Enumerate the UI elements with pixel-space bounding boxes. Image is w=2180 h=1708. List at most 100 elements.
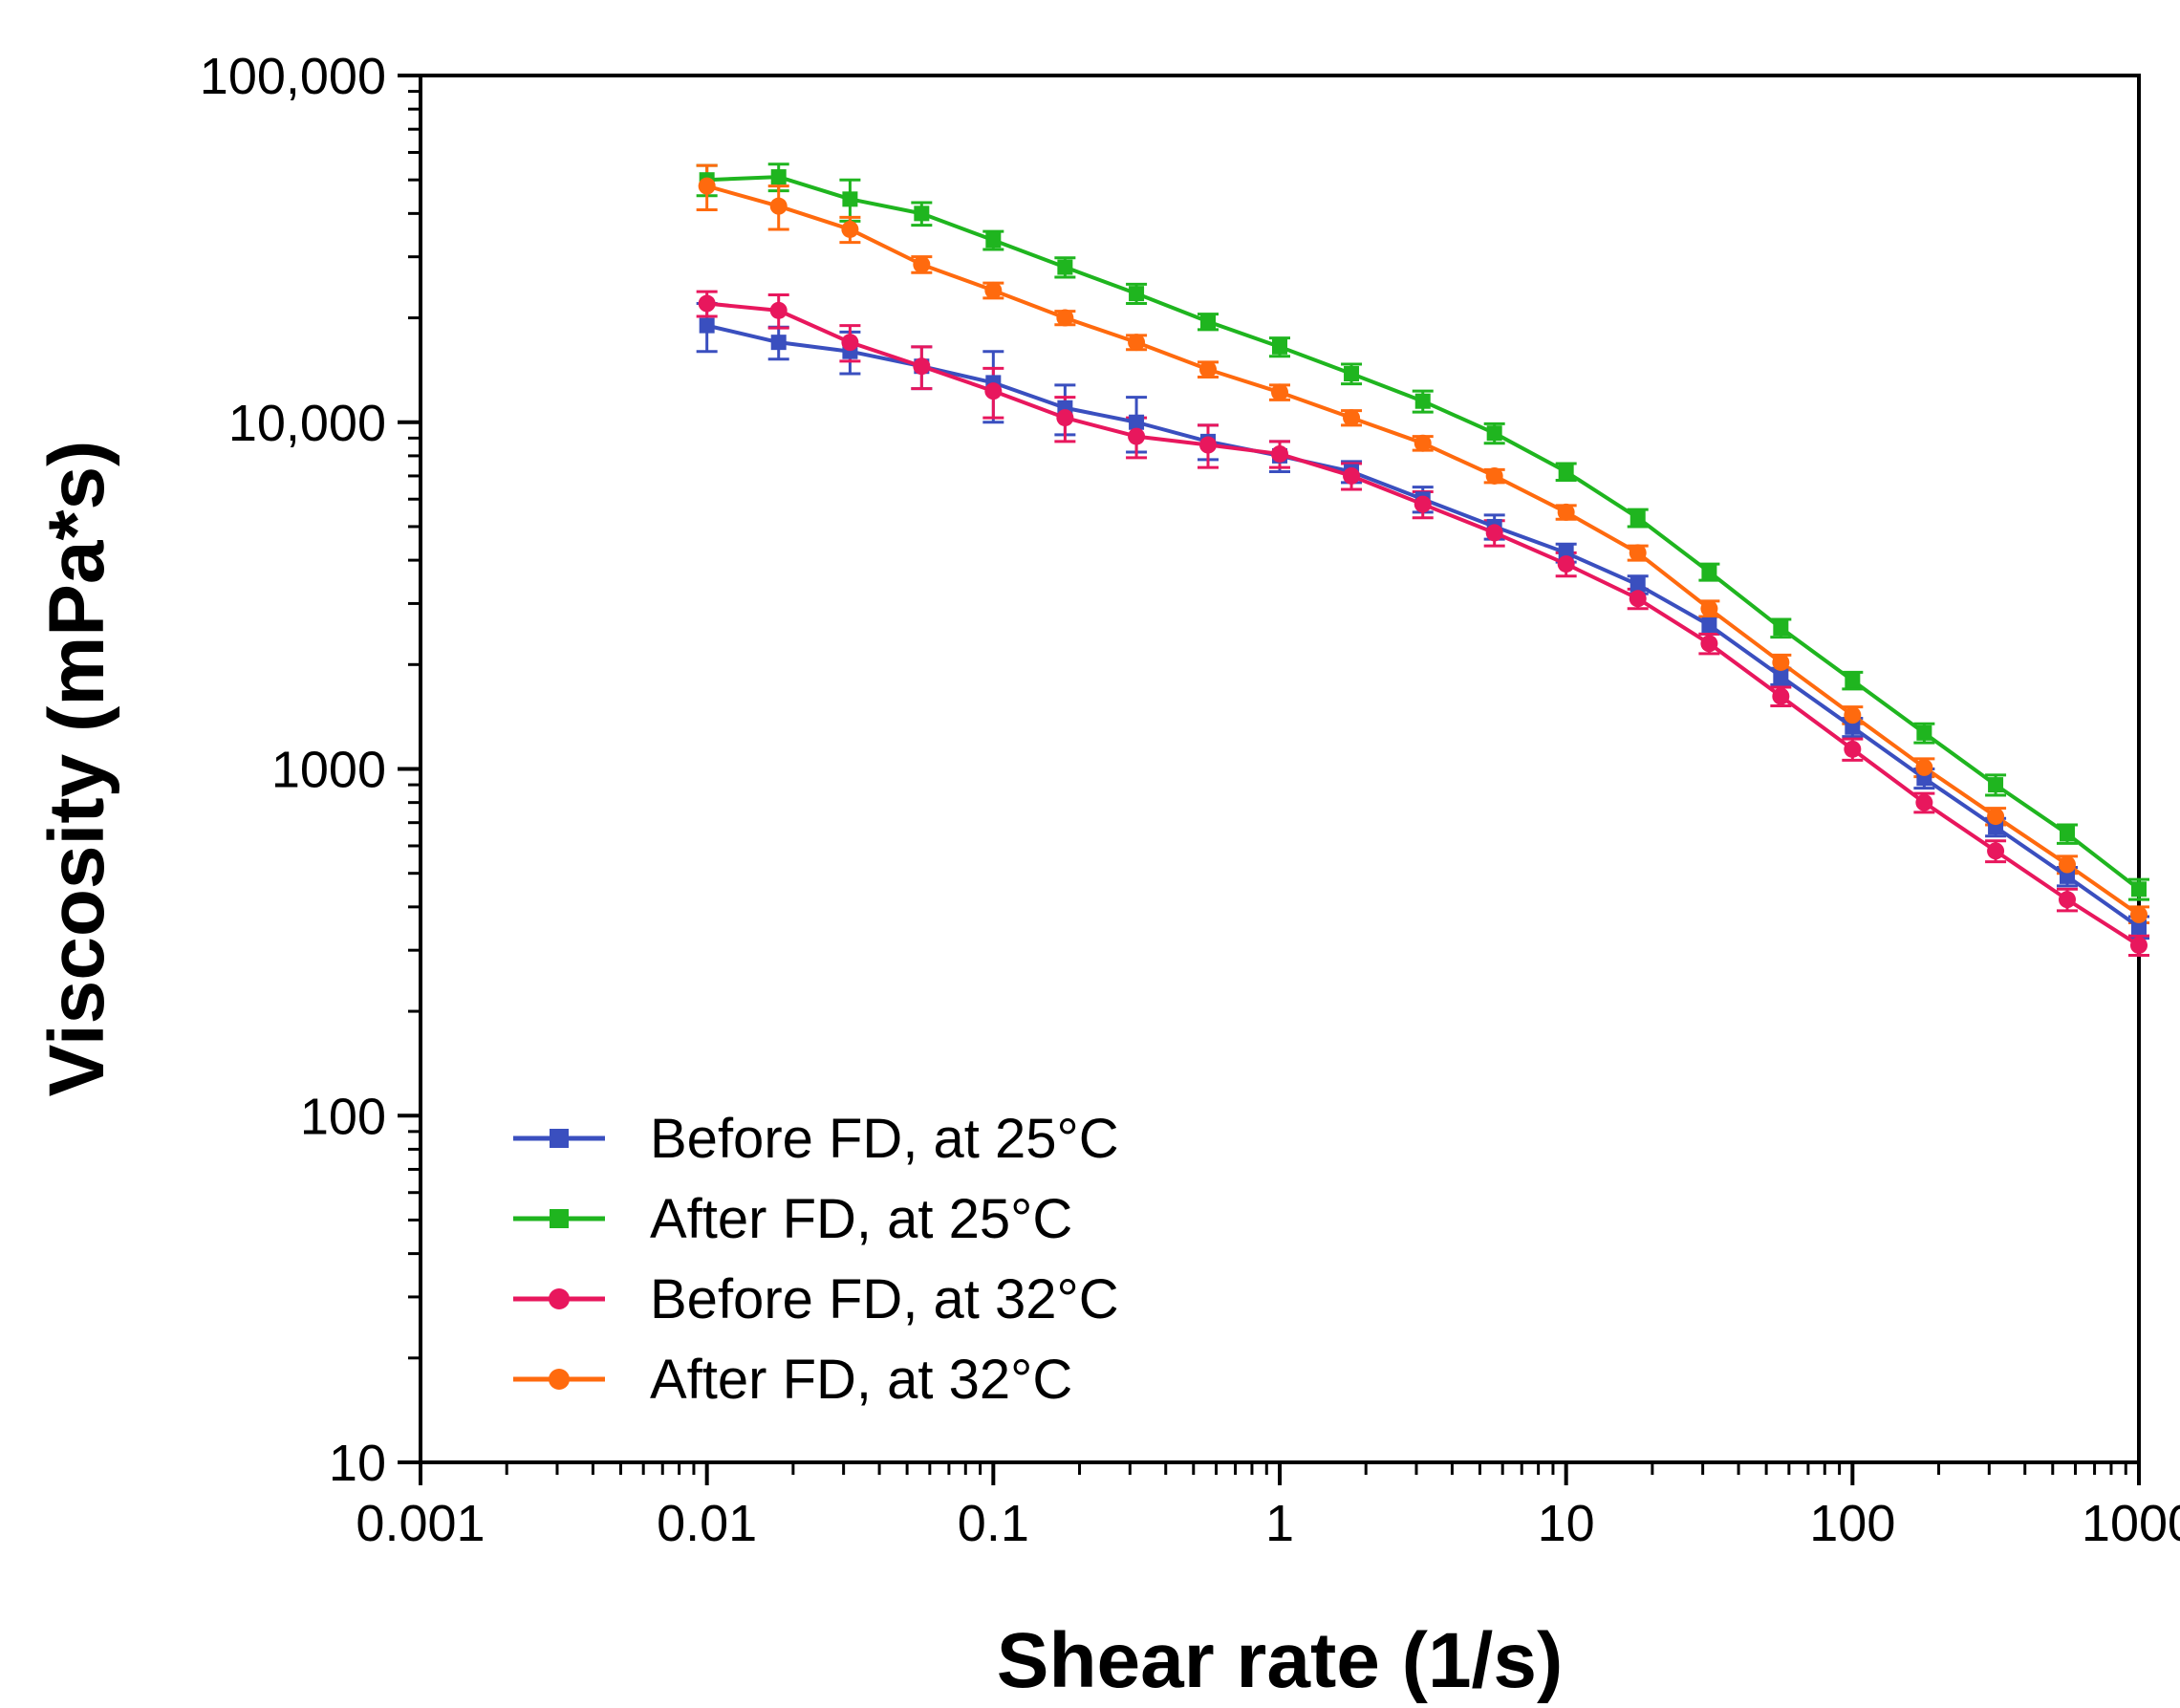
data-point	[1486, 425, 1502, 442]
data-point	[1056, 309, 1074, 327]
data-point	[841, 334, 859, 352]
data-point	[842, 191, 858, 207]
data-point	[1128, 334, 1146, 352]
data-point	[1343, 466, 1361, 485]
y-tick-label: 100,000	[200, 48, 386, 105]
x-axis-title: Shear rate (1/s)	[997, 1617, 1564, 1704]
x-tick-label: 10	[1538, 1495, 1595, 1552]
data-point	[2130, 905, 2148, 923]
data-point	[1558, 464, 1574, 480]
data-point	[2131, 919, 2147, 935]
legend-label: After FD, at 25°C	[650, 1188, 1072, 1250]
data-point	[1773, 668, 1789, 684]
data-point	[914, 205, 930, 222]
y-axis-title: Viscosity (mPa*s)	[33, 441, 120, 1097]
data-point	[1199, 360, 1218, 378]
data-point	[1485, 466, 1503, 485]
data-point	[1129, 286, 1145, 302]
y-tick-label: 1000	[271, 742, 386, 799]
x-tick-label: 1	[1265, 1495, 1294, 1552]
y-tick-label: 100	[300, 1088, 386, 1145]
data-point	[2059, 891, 2077, 909]
data-point	[1199, 436, 1218, 454]
x-tick-label: 0.1	[958, 1495, 1029, 1552]
data-point	[769, 197, 788, 215]
data-point	[1414, 434, 1432, 452]
data-point	[1845, 719, 1861, 735]
data-point	[1845, 672, 1861, 688]
data-point	[2059, 855, 2077, 874]
data-point	[698, 294, 716, 313]
legend-swatch-marker	[550, 1209, 569, 1228]
data-point	[1701, 616, 1717, 633]
data-point	[2060, 826, 2076, 842]
data-point	[1987, 808, 2005, 826]
data-point	[1272, 338, 1287, 355]
x-tick-label: 0.01	[657, 1495, 757, 1552]
x-tick-label: 100	[1809, 1495, 1895, 1552]
data-point	[1271, 444, 1288, 463]
data-point	[1700, 635, 1718, 653]
y-tick-label: 10	[329, 1435, 386, 1492]
data-point	[1344, 366, 1360, 382]
data-point	[769, 301, 788, 319]
series-lines	[706, 175, 2141, 947]
data-point	[1773, 620, 1789, 637]
x-tick-label: 0.001	[356, 1495, 485, 1552]
data-point	[770, 335, 787, 351]
data-point	[1915, 758, 1933, 776]
data-point	[770, 169, 787, 185]
data-point	[1915, 793, 1933, 811]
data-point	[1772, 653, 1790, 671]
data-point	[2060, 868, 2076, 884]
data-point	[1128, 427, 1146, 445]
error-bars	[696, 162, 2149, 958]
data-point	[1629, 590, 1647, 608]
data-point	[1630, 509, 1646, 526]
data-point	[1414, 495, 1432, 513]
data-point	[1629, 544, 1647, 562]
y-tick-label: 10,000	[228, 395, 386, 452]
data-point	[985, 232, 1002, 249]
data-point	[1630, 576, 1646, 593]
data-point	[1057, 259, 1073, 275]
legend-swatch-marker	[549, 1369, 570, 1390]
data-point	[1844, 706, 1862, 724]
data-point	[1701, 564, 1717, 580]
data-point	[913, 255, 931, 273]
data-point	[1772, 687, 1790, 705]
data-point	[984, 281, 1003, 299]
legend-label: Before FD, at 32°C	[650, 1268, 1119, 1330]
legend-swatch-marker	[550, 1129, 569, 1148]
data-point	[1200, 313, 1217, 330]
data-point	[699, 317, 715, 334]
data-point	[1485, 524, 1503, 542]
data-point	[1056, 409, 1074, 427]
series-line-0	[706, 323, 2141, 929]
data-point	[1987, 842, 2005, 860]
legend-label: Before FD, at 25°C	[650, 1108, 1119, 1170]
data-point	[1557, 503, 1575, 521]
data-point	[1700, 599, 1718, 617]
data-point	[984, 382, 1003, 400]
data-point	[841, 220, 859, 238]
data-point	[1988, 777, 2004, 793]
data-point	[913, 357, 931, 376]
legend-swatch-marker	[549, 1288, 570, 1309]
legend: Before FD, at 25°C After FD, at 25°C Befor…	[513, 1108, 1119, 1411]
series-markers	[698, 169, 2148, 955]
data-point	[1916, 724, 1932, 741]
data-point	[698, 177, 716, 195]
data-point	[2130, 937, 2148, 955]
data-point	[1844, 740, 1862, 758]
data-point	[1129, 414, 1145, 430]
data-point	[1343, 409, 1361, 427]
data-point	[2131, 881, 2147, 897]
x-tick-label: 1000	[2082, 1495, 2180, 1552]
data-point	[1557, 555, 1575, 573]
data-point	[1414, 393, 1431, 409]
legend-label: After FD, at 32°C	[650, 1349, 1072, 1411]
data-point	[1271, 383, 1288, 401]
